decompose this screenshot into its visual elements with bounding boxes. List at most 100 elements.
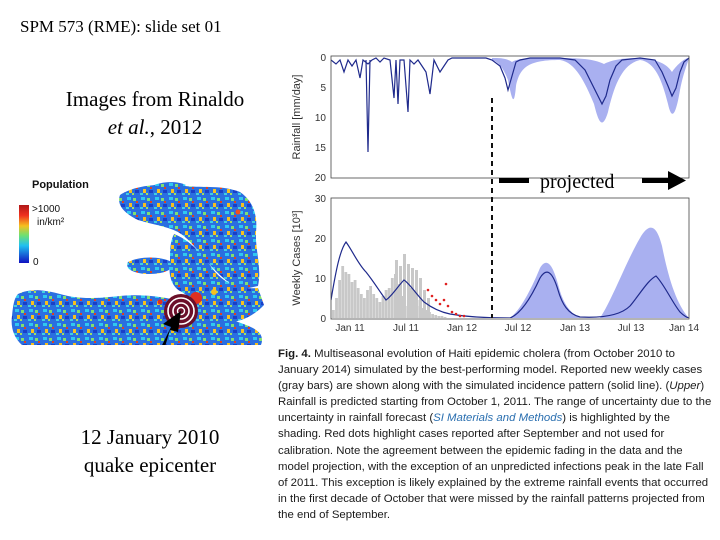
reported-case-bar [399, 266, 402, 318]
caption-label: Fig. 4. [278, 348, 311, 360]
red-dot [446, 304, 450, 308]
post-september-cases [426, 282, 466, 318]
figure-caption: Fig. 4. Multiseasonal evolution of Haiti… [278, 346, 714, 523]
reported-case-bar [359, 294, 363, 318]
map-legend-unit: in/km² [37, 217, 65, 228]
reported-case-bar [387, 288, 391, 318]
caption-text-3: ) is highlighted by the shading. Red dot… [278, 412, 709, 521]
epicenter-label-line2: quake epicenter [83, 453, 217, 477]
reported-case-bar [366, 290, 369, 318]
red-dot [426, 288, 430, 292]
cases-ylabel: Weekly Cases [10³] [291, 210, 303, 305]
map-southern-peninsula [11, 290, 262, 345]
rainfall-ytick-10: 10 [315, 113, 327, 124]
reported-case-bar [353, 280, 357, 318]
rainfall-ytick-20: 20 [315, 173, 327, 184]
reported-case-bar [403, 254, 406, 318]
red-dot [454, 312, 458, 316]
reported-case-bar [409, 288, 413, 318]
cases-xtick-jan13: Jan 13 [560, 323, 590, 334]
epicenter-label: 12 January 2010 quake epicenter [0, 423, 300, 479]
cases-ytick-30: 30 [315, 194, 327, 205]
red-dot [444, 282, 448, 286]
reported-case-bar [425, 310, 428, 318]
reported-case-bar [431, 314, 434, 318]
cases-yticks: 0 10 20 30 [315, 194, 327, 325]
reported-case-bars [332, 254, 447, 318]
red-dot [462, 314, 466, 318]
epicenter-arrow-icon [162, 311, 181, 345]
reported-case-bar [384, 290, 388, 318]
map-legend-title: Population [32, 179, 89, 191]
rainfall-panel: 0 5 10 15 20 Rainfall [mm/day] [291, 53, 690, 184]
red-dot [434, 298, 438, 302]
cases-ytick-10: 10 [315, 274, 327, 285]
reported-case-bar [335, 298, 338, 318]
source-note-line2: et al., 2012 [0, 113, 310, 141]
projected-arrow-icon [642, 171, 686, 190]
reported-case-bar [356, 288, 360, 318]
map-gonave-island [127, 257, 173, 274]
map-urban-hotspot [211, 289, 217, 295]
epicenter-label-line1: 12 January 2010 [80, 425, 220, 449]
reported-case-bar [443, 317, 447, 318]
reported-case-bar [434, 315, 438, 318]
projected-label: projected [540, 171, 614, 193]
reported-case-bar [369, 286, 372, 318]
reported-case-bar [338, 280, 341, 318]
rainfall-uncertainty-band [492, 58, 689, 123]
rainfall-ytick-15: 15 [315, 143, 327, 154]
cases-xtick-jan11: Jan 11 [335, 323, 365, 334]
red-dot [442, 298, 446, 302]
map-tortuga-island [152, 182, 186, 189]
map-urban-hotspot [235, 209, 241, 215]
reported-case-bar [350, 282, 354, 318]
source-note-line1: Images from Rinaldo [65, 87, 245, 111]
rainfall-ytick-5: 5 [320, 83, 326, 94]
rainfall-ytick-0: 0 [320, 53, 326, 64]
reported-case-bar [332, 310, 335, 318]
rainfall-ylabel: Rainfall [mm/day] [291, 75, 303, 160]
reported-case-bar [427, 298, 430, 318]
reported-case-bar [437, 316, 441, 318]
reported-case-bar [344, 272, 348, 318]
map-legend-max: >1000 [32, 204, 61, 215]
rainfall-model-line [331, 57, 689, 153]
source-note-year: , 2012 [149, 115, 203, 139]
caption-si-link[interactable]: SI Materials and Methods [433, 412, 563, 425]
reported-case-bar [363, 298, 366, 318]
figure-graphics: Population >1000 in/km² 0 0 5 10 15 20 R… [11, 53, 699, 345]
cases-ytick-0: 0 [320, 314, 326, 325]
map-urban-hotspot [157, 299, 163, 305]
source-note-etal: et al. [107, 115, 150, 139]
caption-upper: Upper [669, 380, 701, 393]
cases-uncertainty-band [510, 227, 689, 318]
reported-case-bar [440, 316, 444, 318]
red-dot [458, 314, 462, 318]
reported-case-bar [411, 268, 414, 318]
reported-case-bar [397, 284, 400, 318]
cases-xtick-jul11: Jul 11 [393, 323, 419, 334]
cases-axes-frame [330, 197, 690, 320]
caption-text-2: ) Rainfall is predicted starting from Oc… [278, 380, 712, 425]
cases-model-line [331, 240, 689, 318]
cases-xtick-jul13: Jul 13 [618, 323, 645, 334]
reported-case-bar [375, 298, 379, 318]
map-legend-colorbar [19, 205, 29, 263]
reported-case-bar [341, 266, 345, 318]
reported-case-bar [372, 294, 376, 318]
slide-header: SPM 573 (RME): slide set 01 [20, 17, 222, 36]
reported-case-bar [390, 278, 394, 318]
cases-xticks: Jan 11 Jul 11 Jan 12 Jul 12 Jan 13 Jul 1… [335, 323, 699, 334]
cases-ytick-20: 20 [315, 234, 327, 245]
red-dot [450, 310, 454, 314]
map-legend-min: 0 [33, 257, 39, 268]
cases-xtick-jan14: Jan 14 [669, 323, 699, 334]
source-note: Images from Rinaldo et al., 2012 [0, 85, 310, 141]
reported-case-bar [423, 290, 426, 318]
cases-panel: 0 10 20 30 Jan 11 Jul 11 Jan 12 Jul 12 J… [291, 194, 699, 334]
red-dot [438, 302, 442, 306]
reported-case-bar [378, 302, 382, 318]
map-northwest-peninsula [119, 184, 260, 290]
reported-case-bar [347, 274, 351, 318]
